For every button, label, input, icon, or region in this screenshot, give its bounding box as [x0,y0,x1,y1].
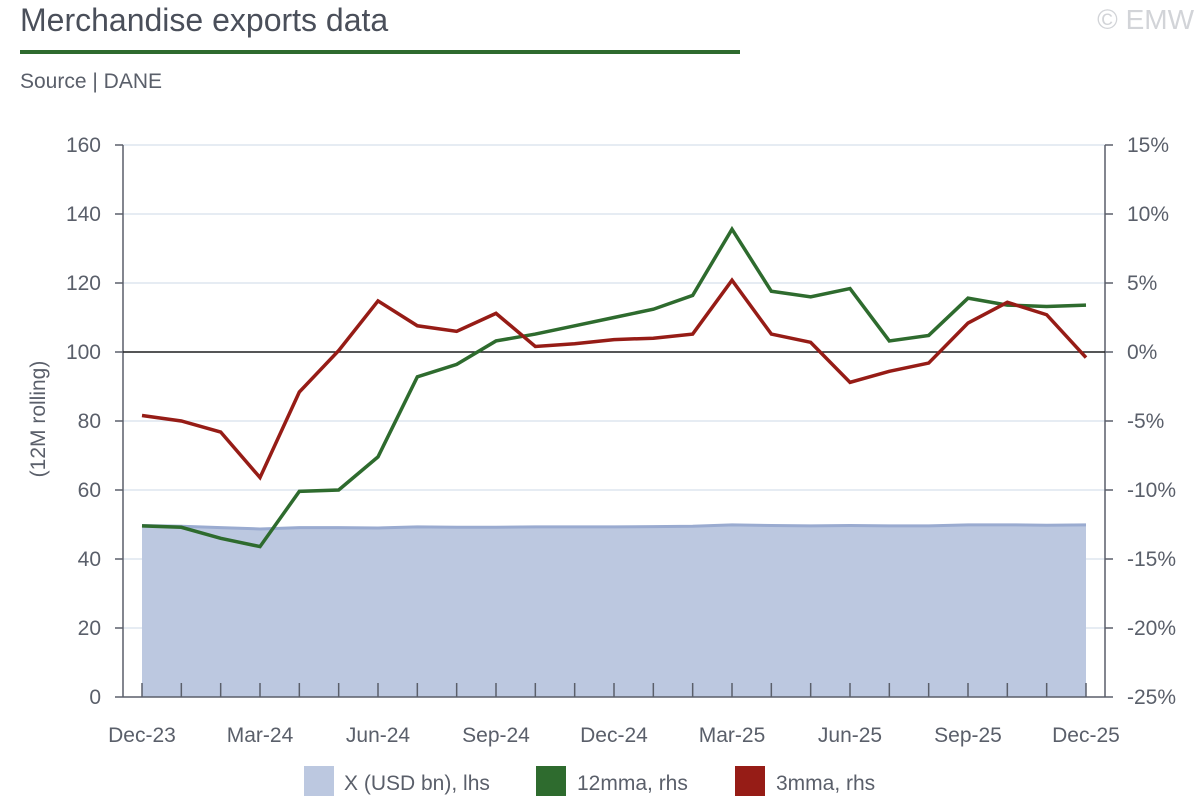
legend-item-12mma: 12mma, rhs [536,766,688,796]
legend-swatch [735,766,765,796]
line-series [141,225,1088,549]
y-tick-label-right: -10% [1127,479,1176,502]
title-underline [20,50,740,54]
watermark-logo: © EMW [1097,4,1194,35]
y-tick-label-left: 20 [78,617,101,640]
y-tick-label-left: 60 [78,479,101,502]
y-axis-title: (12M rolling) [27,361,50,478]
x-tick-label: Dec-25 [1052,724,1120,747]
legend-label: X (USD bn), lhs [344,772,490,795]
y-tick-label-right: 0% [1127,341,1157,364]
y-tick-label-right: 15% [1127,134,1169,157]
legend: X (USD bn), lhs 12mma, rhs 3mma, rhs [304,766,875,796]
series-area-exports-top [141,523,1087,531]
y-tick-label-right: 10% [1127,203,1169,226]
x-tick-label: Jun-25 [818,724,882,747]
y-tick-label-right: -5% [1127,410,1164,433]
y-tick-label-right: 5% [1127,272,1157,295]
series-area-exports [142,524,1086,697]
x-tick-label: Sep-24 [462,724,530,747]
y-tick-label-right: -25% [1127,686,1176,709]
series-line-3mma [141,277,1088,481]
legend-label: 12mma, rhs [577,772,688,795]
legend-item-3mma: 3mma, rhs [735,766,875,796]
axis-labels: 0 20 40 60 80 100 120 140 160 -25% -20% -15% -10% -5%… [27,134,1176,747]
x-tick-label: Mar-25 [699,724,766,747]
y-tick-label-left: 140 [66,203,101,226]
y-tick-label-left: 80 [78,410,101,433]
legend-label: 3mma, rhs [776,772,875,795]
y-tick-label-right: -15% [1127,548,1176,571]
exports-area-series [141,523,1087,697]
source-note: Source | DANE [20,70,163,93]
y-tick-label-left: 100 [66,341,101,364]
x-tick-label: Dec-23 [108,724,176,747]
series-line-12mma [141,225,1087,549]
legend-swatch [304,766,334,796]
y-tick-label-left: 120 [66,272,101,295]
y-tick-label-left: 160 [66,134,101,157]
x-tick-label: Dec-24 [580,724,648,747]
y-tick-label-right: -20% [1127,617,1176,640]
chart-title: Merchandise exports data [20,2,389,38]
y-tick-label-left: 40 [78,548,101,571]
y-tick-label-left: 0 [89,686,101,709]
x-tick-label: Mar-24 [227,724,294,747]
legend-item-exports: X (USD bn), lhs [304,766,490,796]
x-tick-label: Jun-24 [346,724,411,747]
legend-swatch [536,766,566,796]
x-tick-label: Sep-25 [934,724,1002,747]
